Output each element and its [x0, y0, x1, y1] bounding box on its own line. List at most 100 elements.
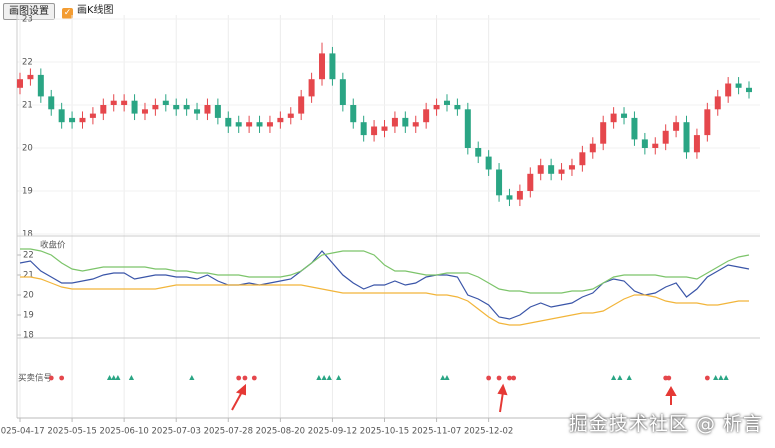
candle-body — [183, 105, 190, 110]
x-tick-label: 2025-07-28 — [204, 427, 253, 437]
buy-signal — [326, 375, 332, 380]
candle-body — [746, 87, 752, 93]
x-tick-label: 2025-12-02 — [464, 427, 513, 437]
candle-body — [662, 130, 669, 144]
x-tick-label: 2025-08-20 — [256, 427, 305, 437]
buy-signal — [321, 375, 327, 380]
candle-body — [194, 109, 201, 114]
candle-body — [714, 96, 721, 110]
candle-body — [287, 113, 294, 118]
candle-body — [725, 83, 732, 97]
kline-checkbox[interactable]: ✓ 画K线图 — [62, 4, 114, 19]
y-tick-label: 19 — [23, 311, 34, 321]
candle-body — [319, 53, 326, 80]
x-tick-label: 2025-04-17 — [0, 427, 45, 437]
buy-signal — [115, 375, 121, 380]
x-tick-label: 2025-07-03 — [152, 427, 201, 437]
candle-body — [360, 122, 367, 136]
candle-body — [402, 117, 409, 127]
x-tick-label: 2025-09-12 — [308, 427, 357, 437]
checkbox-label: 画K线图 — [77, 5, 114, 16]
y-tick-label: 18 — [22, 230, 33, 240]
candle-body — [610, 113, 617, 123]
candle-body — [152, 105, 159, 110]
candle-body — [329, 53, 336, 80]
x-tick-label: 2025-10-15 — [360, 427, 409, 437]
candle-body — [496, 169, 503, 196]
candle-body — [235, 122, 242, 127]
candle-body — [506, 195, 513, 200]
line-series — [20, 276, 749, 326]
candle-body — [558, 169, 565, 174]
buy-signal — [440, 375, 446, 380]
candle-body — [298, 96, 305, 114]
line-series — [20, 248, 750, 294]
sell-signal — [511, 375, 517, 381]
candle-body — [131, 100, 138, 114]
candle-body — [641, 139, 648, 148]
candle-body — [579, 152, 586, 166]
arrow-head — [497, 383, 508, 396]
candle-body — [69, 117, 76, 123]
candle-body — [485, 156, 492, 170]
x-tick-label: 2025-06-10 — [99, 427, 148, 437]
buy-signal — [611, 375, 617, 380]
buy-signal — [444, 375, 450, 380]
candle-body — [516, 191, 523, 200]
candle-body — [162, 100, 169, 105]
candle-body — [412, 122, 419, 127]
buy-signal — [723, 375, 729, 380]
candle-body — [17, 79, 23, 88]
sell-signal — [48, 375, 54, 381]
sell-signal — [507, 375, 512, 381]
grid-layer: 2025-04-17 2025-05-15 2025-06-10 2025-07-03… — [0, 15, 760, 437]
sell-signal — [251, 375, 257, 381]
sell-signal — [236, 375, 242, 381]
candle-body — [600, 122, 607, 144]
candle-body — [475, 148, 482, 157]
arrow-head — [235, 383, 246, 396]
series-label: 收盘价 — [40, 240, 66, 251]
y-tick-label: 20 — [22, 144, 33, 154]
y-tick-label: 21 — [22, 101, 33, 111]
annotation-arrows — [231, 383, 677, 413]
y-tick-label: 19 — [22, 187, 33, 197]
y-tick-label: 22 — [23, 251, 34, 261]
candle-body — [433, 105, 440, 110]
watermark: 掘金技术社区 @ 析言 — [568, 413, 763, 435]
sell-signal — [242, 375, 248, 381]
y-tick-label: 20 — [23, 291, 34, 301]
candle-body — [121, 100, 128, 105]
candle-body — [27, 74, 34, 80]
candle-body — [423, 109, 430, 123]
candle-body — [548, 165, 555, 174]
candle-body — [683, 122, 690, 153]
candle-body — [443, 100, 450, 105]
y-tick-label: 18 — [23, 331, 34, 341]
signal-label: 买卖信号 — [18, 373, 52, 384]
arrow-head — [665, 385, 677, 396]
buy-signal — [718, 375, 724, 380]
candle-body — [204, 105, 211, 114]
buy-signal — [617, 375, 623, 380]
candle-body — [100, 105, 107, 114]
y-tick-label: 21 — [23, 271, 34, 281]
candle-body — [308, 79, 315, 97]
candle-body — [621, 113, 628, 118]
candle-body — [589, 143, 596, 153]
candle-body — [464, 109, 471, 148]
candle-body — [704, 109, 711, 136]
candle-body — [256, 122, 263, 127]
line-series — [19, 250, 750, 320]
candle-body — [673, 122, 680, 131]
y-tick-label: 22 — [22, 58, 33, 68]
sell-signal — [666, 375, 672, 381]
buy-signal — [316, 375, 322, 380]
buy-signal — [626, 375, 632, 380]
sell-signal — [704, 375, 710, 381]
checkbox-box[interactable]: ✓ — [62, 8, 73, 19]
candle-body — [631, 117, 638, 140]
candle-body — [48, 96, 55, 110]
candle-body — [214, 105, 221, 118]
